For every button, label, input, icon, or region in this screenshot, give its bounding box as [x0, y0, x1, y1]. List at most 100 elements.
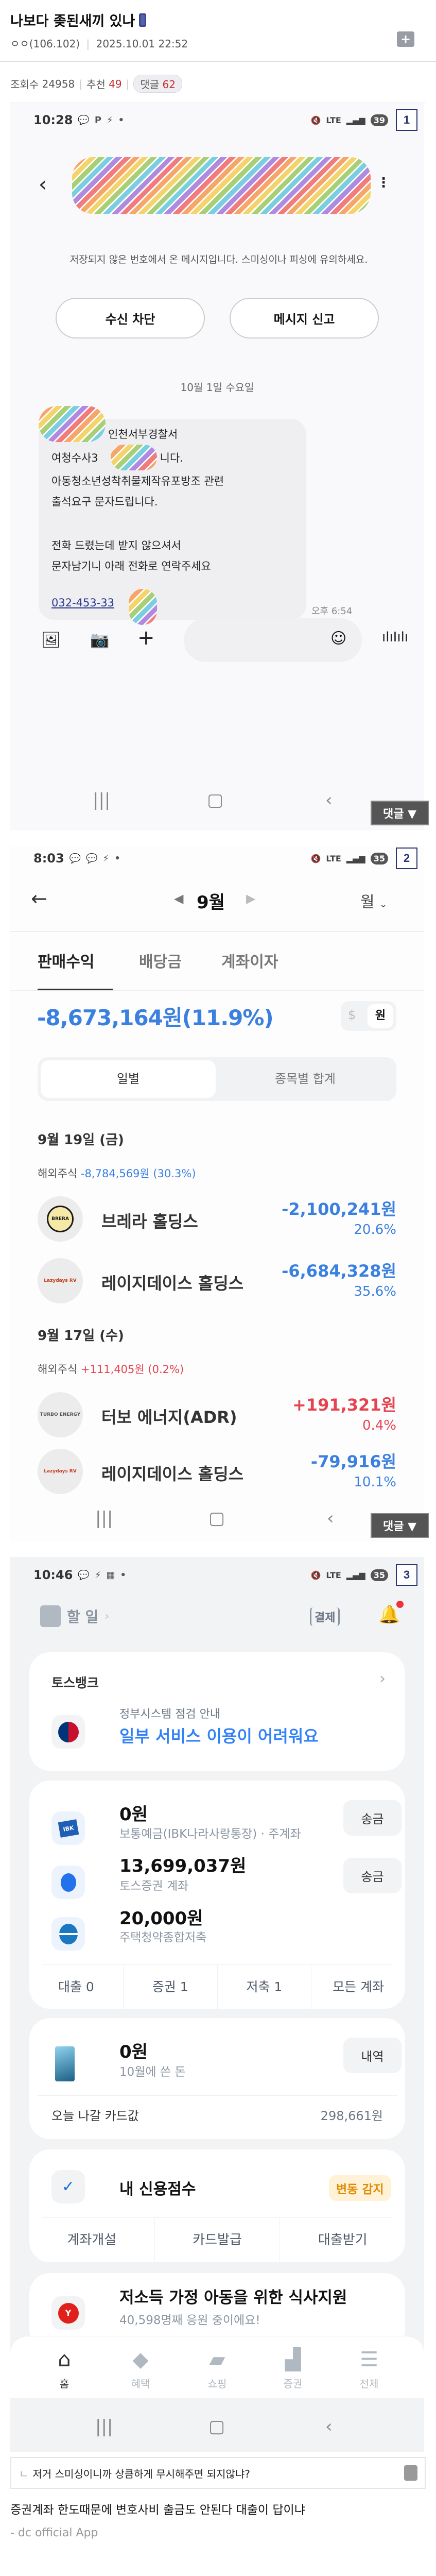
pay-button[interactable]: 결제	[310, 1607, 340, 1626]
prev-month-icon[interactable]: ◀	[174, 891, 184, 906]
donation-subtitle: 40,598명째 응원 중이에요!	[119, 2314, 260, 2327]
history-button[interactable]: 내역	[343, 2038, 402, 2073]
credit-title[interactable]: 내 신용점수	[119, 2180, 196, 2198]
charity-icon: Y	[51, 2296, 85, 2330]
nav-benefits[interactable]: ◆ 혜택	[120, 2348, 161, 2391]
list-item[interactable]: BRERA 브레라 홀딩스 -2,100,241원 20.6%	[10, 1196, 424, 1243]
recents-icon[interactable]: |||	[95, 2416, 113, 2437]
credit-actions: 계좌개설 카드발급 대출받기	[29, 2218, 405, 2262]
comment-icon[interactable]	[404, 2465, 417, 2481]
status-bar: 10:46 💬 ⚡ ▦ • 🔇 LTE ▂▄▆ 35	[33, 1565, 388, 1585]
currency-toggle[interactable]: $ 원	[341, 1001, 396, 1031]
divider	[0, 61, 436, 62]
tossbank-card[interactable]: 토스뱅크 › 정부시스템 점검 안내 일부 서비스 이용이 어려워요	[29, 1652, 405, 1771]
message-time: 오후 6:54	[311, 606, 353, 617]
censored-contact-name	[72, 157, 371, 214]
add-icon[interactable]: +	[137, 626, 155, 650]
mute-icon: 🔇	[310, 853, 321, 863]
mute-icon: 🔇	[310, 1570, 321, 1580]
screenshot-number: 2	[396, 848, 417, 869]
donation-card[interactable]: Y 저소득 가정 아동을 위한 식사지원 40,598명째 응원 중이에요!	[29, 2273, 405, 2350]
home-icon: ⌂	[58, 2348, 71, 2371]
comment-jump-button[interactable]: 댓글 ▼	[371, 1513, 429, 1538]
gallery-icon[interactable]: 🖼	[41, 631, 61, 649]
battery-icon: 35	[370, 1569, 388, 1581]
back-icon[interactable]: ‹	[39, 173, 47, 196]
tab-all-accounts[interactable]: 모든 계좌	[311, 1965, 405, 2009]
credit-gauge-icon: ✓	[51, 2170, 85, 2204]
nav-securities[interactable]: ▟ 증권	[272, 2348, 313, 2391]
post-footer: - dc official App	[10, 2527, 98, 2539]
menu-icon: ☰	[360, 2348, 378, 2371]
period-dropdown[interactable]: 월 ⌄	[360, 893, 388, 911]
list-item[interactable]: TURBO ENERGY 터보 에너지(ADR) +191,321원 0.4%	[10, 1392, 424, 1438]
month-label: 9월	[197, 892, 225, 913]
get-loan-button[interactable]: 대출받기	[280, 2218, 405, 2262]
back-arrow-icon[interactable]: ←	[31, 887, 47, 910]
shopping-bag-icon: ▰	[209, 2348, 225, 2371]
tab-interest[interactable]: 계좌이자	[221, 953, 278, 971]
ibk-icon: IBK	[51, 1811, 85, 1845]
reply-preview[interactable]: ㄴ 저거 스미싱이니까 상큼하게 무시해주면 되지않냐?	[10, 2457, 426, 2489]
next-month-icon[interactable]: ▶	[246, 891, 256, 906]
home-icon[interactable]: ▢	[208, 2416, 225, 2437]
transfer-button[interactable]: 송금	[343, 1858, 402, 1893]
emoji-icon[interactable]: ☺	[330, 630, 347, 648]
note-icon	[40, 1605, 61, 1627]
comment-jump-button[interactable]: 댓글 ▼	[371, 801, 429, 825]
issue-card-button[interactable]: 카드발급	[154, 2218, 280, 2262]
phone-link[interactable]: 032-453-33	[51, 597, 115, 609]
nav-all[interactable]: ☰ 전체	[348, 2348, 390, 2391]
tab-sales-profit[interactable]: 판매수익	[38, 953, 95, 971]
home-icon[interactable]: ▢	[207, 790, 224, 810]
more-options-icon[interactable]: ⋮	[377, 175, 390, 191]
message-input[interactable]	[184, 618, 362, 662]
nav-back-icon[interactable]: ‹	[327, 1508, 334, 1529]
view-count: 24958	[42, 77, 75, 90]
voice-icon[interactable]: ılıIılı	[382, 630, 409, 645]
tab-savings[interactable]: 저축 1	[217, 1965, 311, 2009]
list-item[interactable]: Lazydays RV 레이지데이스 홀딩스 -79,916원 10.1%	[10, 1449, 424, 1495]
folder-add-icon[interactable]: +	[397, 31, 414, 47]
kakaotalk-icon: 💬	[78, 114, 90, 126]
government-icon	[51, 1715, 85, 1749]
nav-home[interactable]: ⌂ 홈	[44, 2348, 85, 2391]
signal-icon: ▂▄▆	[346, 1570, 365, 1580]
report-button[interactable]: 메시지 신고	[230, 298, 379, 338]
open-account-button[interactable]: 계좌개설	[67, 2232, 117, 2248]
tab-securities[interactable]: 증권 1	[123, 1965, 217, 2009]
comment-count-pill[interactable]: 댓글 62	[133, 75, 182, 93]
chevron-right-icon: ›	[379, 1670, 386, 1688]
recents-icon[interactable]: |||	[95, 1508, 113, 1529]
battery-icon: 35	[370, 852, 388, 865]
tab-loans[interactable]: 대출 0	[58, 1979, 94, 1994]
flash-icon: ⚡	[107, 114, 113, 126]
post-header: 나보다 좆된새끼 있나 ㅇㅇ(106.102) | 2025.10.01 22:…	[10, 8, 426, 61]
stock-logo: TURBO ENERGY	[38, 1392, 83, 1437]
nav-shopping[interactable]: ▰ 쇼핑	[197, 2348, 238, 2391]
block-button[interactable]: 수신 차단	[56, 298, 205, 338]
screenshot-sms: 10:28 💬 P ⚡ • 🔇 LTE ▂▄▆ 39 1 ‹ ⋮ 저장되지 않은 번호에서 …	[10, 103, 429, 831]
nav-back-icon[interactable]: ‹	[325, 2416, 333, 2437]
author[interactable]: ㅇㅇ(106.102)	[10, 38, 80, 50]
post-title: 나보다 좆된새끼 있나	[10, 13, 135, 29]
segment-daily[interactable]: 일별	[41, 1060, 216, 1098]
toss-securities-icon	[51, 1866, 85, 1899]
recents-icon[interactable]: |||	[93, 790, 111, 810]
bell-icon[interactable]: 🔔	[378, 1604, 400, 1625]
nav-back-icon[interactable]: ‹	[325, 790, 333, 810]
transfer-button[interactable]: 송금	[343, 1800, 402, 1836]
status-bar: 10:28 💬 P ⚡ • 🔇 LTE ▂▄▆ 39	[33, 110, 388, 130]
lte-icon: LTE	[326, 115, 341, 125]
list-item[interactable]: Lazydays RV 레이지데이스 홀딩스 -6,684,328원 35.6%	[10, 1258, 424, 1304]
housing-savings-icon	[51, 1917, 85, 1951]
group-date: 9월 17일 (수)	[38, 1328, 124, 1344]
screenshot-number: 1	[396, 109, 417, 131]
camera-icon[interactable]: 📷	[90, 631, 110, 649]
todo-link[interactable]: 할 일 ›	[40, 1605, 109, 1627]
screenshot-securities: 8:03 💬 💬 ⚡ • 🔇 LTE ▂▄▆ 35 2 ← ◀ 9월 ▶ 월 ⌄ 판매수익 …	[10, 846, 429, 1541]
segment-by-stock[interactable]: 종목별 합계	[274, 1072, 336, 1086]
tab-dividends[interactable]: 배당금	[139, 953, 182, 971]
home-icon[interactable]: ▢	[208, 1508, 225, 1529]
flash-icon: ⚡	[94, 1569, 101, 1581]
